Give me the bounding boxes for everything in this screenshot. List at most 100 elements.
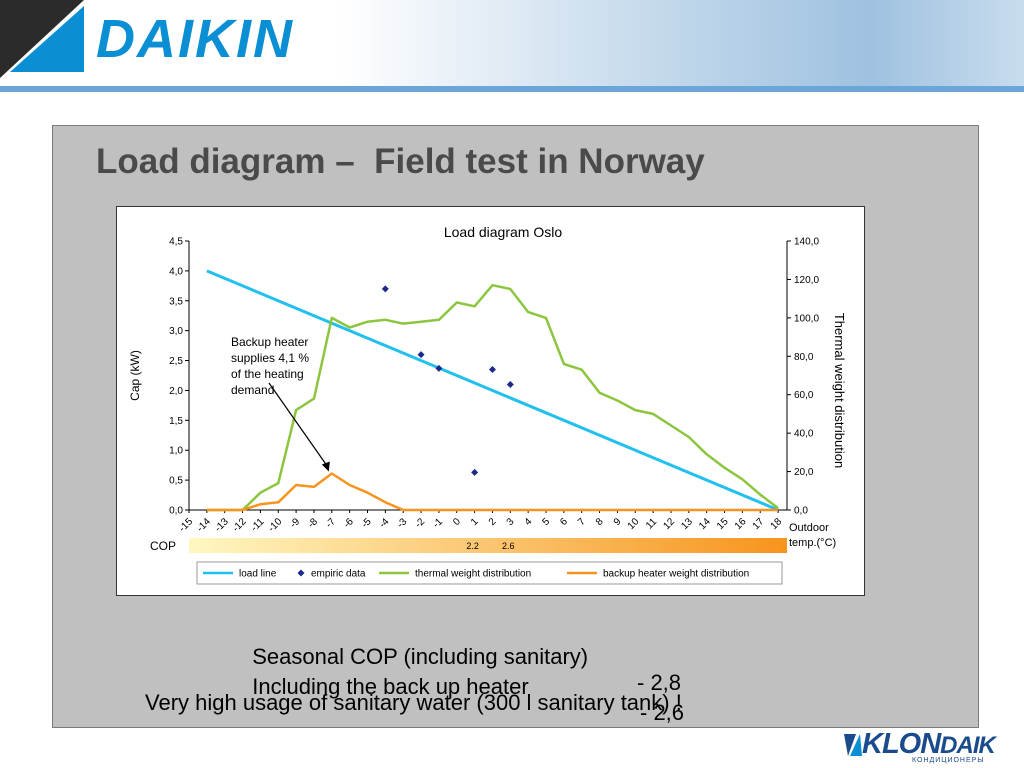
klondaik-brand-b: DAIK bbox=[940, 732, 996, 759]
x-tick-label: 7 bbox=[576, 516, 588, 528]
y-tick-label-right: 80,0 bbox=[794, 352, 814, 363]
klondaik-mark-dark bbox=[844, 734, 856, 756]
series-line-backup-heater-weight-distribution bbox=[206, 472, 779, 512]
y-tick-label-left: 2,0 bbox=[169, 386, 183, 397]
y-tick-label-left: 0,0 bbox=[169, 506, 183, 517]
y-tick-label-left: 0,5 bbox=[169, 476, 183, 487]
x-tick-label: -9 bbox=[288, 516, 302, 530]
x-tick-label: -2 bbox=[413, 516, 427, 530]
x-tick-label: 3 bbox=[505, 516, 517, 528]
y-tick-label-left: 1,5 bbox=[169, 416, 183, 427]
legend-swatch bbox=[297, 569, 305, 577]
x-tick-label: 2 bbox=[487, 516, 499, 528]
brand-logo: DAIKIN bbox=[96, 9, 294, 69]
x-tick-label: 8 bbox=[594, 516, 606, 528]
banner-decoration bbox=[0, 0, 1024, 92]
x-tick-label: 18 bbox=[769, 516, 785, 532]
x-tick-label: 0 bbox=[451, 516, 463, 528]
x-tick-label: -10 bbox=[266, 516, 284, 534]
x-tick-label: -1 bbox=[431, 516, 445, 530]
y-tick-label-left: 3,0 bbox=[169, 326, 183, 337]
x-tick-label: -14 bbox=[195, 516, 213, 534]
series-line-load-line bbox=[206, 269, 779, 512]
load-diagram-chart: Load diagram Oslo 0,0 0,5 1,0 1,5 2,0 2,5 3,0 3,… bbox=[128, 224, 847, 585]
y-tick-label-left: 1,0 bbox=[169, 446, 183, 457]
x-axis-label-line1: Outdoor bbox=[789, 522, 829, 534]
header-banner: DAIKIN bbox=[0, 0, 1024, 92]
cop-marker-label: 2.6 bbox=[502, 541, 515, 551]
y-tick-label-right: 120,0 bbox=[794, 275, 819, 286]
y-tick-label-right: 0,0 bbox=[794, 506, 808, 517]
x-tick-label: 11 bbox=[644, 516, 659, 531]
x-tick-label: 10 bbox=[626, 516, 642, 532]
y-axis-label-right: Thermal weight distribution bbox=[832, 313, 847, 468]
legend-box bbox=[196, 561, 783, 585]
chart-box: Load diagram Oslo 0,0 0,5 1,0 1,5 2,0 2,5 3,0 3,… bbox=[116, 206, 865, 596]
x-tick-label: 16 bbox=[733, 516, 749, 532]
empiric-data-point bbox=[471, 468, 479, 476]
annotation-text-line: Backup heater bbox=[231, 335, 308, 349]
banner-underline bbox=[0, 86, 1024, 92]
annotation-arrow-head bbox=[321, 461, 330, 472]
klondaik-mark-blue bbox=[850, 734, 862, 756]
backup-heater-label: Including the back up heater bbox=[252, 674, 529, 699]
backup-heater-line: Including the back up heater - 2,6 bbox=[240, 648, 684, 726]
empiric-data-point bbox=[435, 364, 443, 372]
x-tick-label: 9 bbox=[612, 516, 624, 528]
empiric-data-point bbox=[381, 285, 389, 293]
x-tick-label: 5 bbox=[540, 516, 552, 528]
y-tick-label-left: 4,5 bbox=[169, 237, 183, 248]
klondaik-brand-a: KLON bbox=[862, 728, 941, 760]
x-tick-label: -5 bbox=[360, 516, 374, 530]
empiric-data-point bbox=[417, 351, 425, 359]
slide-title: Load diagram – Field test in Norway bbox=[96, 142, 705, 181]
legend-entry: load line bbox=[239, 569, 277, 580]
x-tick-label: 6 bbox=[558, 516, 570, 528]
y-tick-label-right: 20,0 bbox=[794, 467, 814, 478]
y-tick-label-left: 4,0 bbox=[169, 266, 183, 277]
y-tick-label-left: 2,5 bbox=[169, 356, 183, 367]
x-tick-label: 14 bbox=[697, 516, 713, 532]
y-tick-label-right: 60,0 bbox=[794, 390, 814, 401]
empiric-data-point bbox=[506, 380, 514, 388]
x-tick-label: -8 bbox=[306, 516, 320, 530]
legend-entry: backup heater weight distribution bbox=[603, 569, 749, 580]
y-axis-label-left: Cap (kW) bbox=[128, 350, 142, 401]
cop-label: COP bbox=[150, 539, 176, 553]
series-line-thermal-weight-distribution bbox=[206, 283, 779, 512]
x-tick-label: -13 bbox=[213, 516, 231, 534]
seasonal-cop-value: - 2,8 bbox=[637, 670, 682, 695]
klondaik-logo-text: KLONDAIK bbox=[862, 728, 996, 761]
x-tick-label: -12 bbox=[231, 516, 249, 534]
cop-marker-label: 2.2 bbox=[466, 541, 479, 551]
x-tick-label: 12 bbox=[661, 516, 677, 532]
seasonal-cop-label: Seasonal COP (including sanitary) bbox=[252, 644, 589, 669]
cop-bar bbox=[189, 538, 787, 553]
x-tick-label: -4 bbox=[377, 516, 391, 530]
logo-mark-dark bbox=[0, 0, 84, 78]
legend-entry: empiric data bbox=[311, 569, 366, 580]
sanitary-note: Very high usage of sanitary water (300 l… bbox=[145, 690, 682, 715]
y-tick-label-right: 40,0 bbox=[794, 429, 814, 440]
x-tick-label: 13 bbox=[679, 516, 695, 532]
annotation-text-line: supplies 4,1 % bbox=[231, 351, 309, 365]
klondaik-logo-mark bbox=[844, 734, 862, 756]
x-axis-label-line2: temp.(°C) bbox=[789, 537, 836, 549]
x-tick-label: -15 bbox=[177, 516, 195, 534]
x-tick-label: 4 bbox=[523, 516, 535, 528]
x-tick-label: -11 bbox=[249, 516, 267, 534]
annotation-arrow-line bbox=[268, 382, 328, 466]
backup-heater-value: - 2,6 bbox=[640, 700, 685, 725]
x-tick-label: -3 bbox=[395, 516, 409, 530]
chart-title: Load diagram Oslo bbox=[444, 224, 563, 240]
y-tick-label-right: 140,0 bbox=[794, 237, 819, 248]
legend-entry: thermal weight distribution bbox=[415, 569, 531, 580]
annotation-text-line: of the heating bbox=[231, 367, 304, 381]
y-tick-label-right: 100,0 bbox=[794, 313, 819, 324]
klondaik-subtitle: КОНДИЦИОНЕРЫ bbox=[912, 757, 985, 764]
x-tick-label: 15 bbox=[715, 516, 731, 532]
x-tick-label: 1 bbox=[469, 516, 481, 528]
legend: load line empiric data thermal weight dist… bbox=[196, 561, 783, 585]
seasonal-cop-line: Seasonal COP (including sanitary) - 2,8 bbox=[240, 618, 681, 696]
annotation-text-line: demand bbox=[231, 383, 274, 397]
